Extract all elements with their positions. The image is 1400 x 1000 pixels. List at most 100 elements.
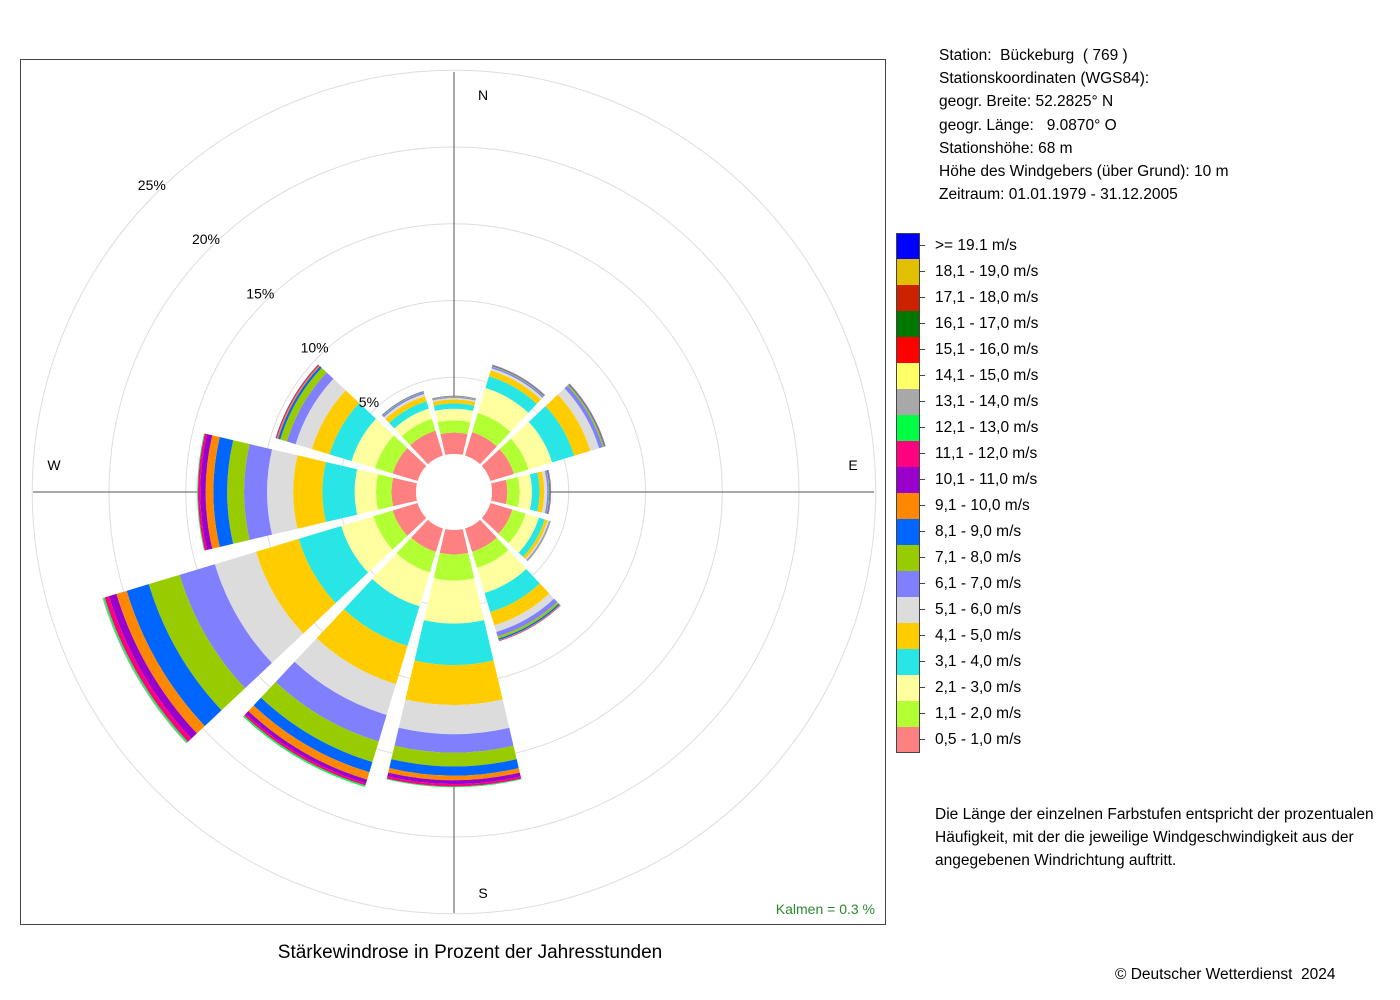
- sector-330-class-1: [401, 418, 436, 446]
- sector-0-class-9: [432, 395, 476, 399]
- sector-120-class-4: [523, 519, 548, 559]
- legend-swatch: [896, 467, 920, 493]
- sector-180-class-5: [398, 699, 510, 735]
- sector-330-class-3: [389, 401, 429, 429]
- sector-0: [432, 395, 476, 455]
- sector-240-class-11: [104, 596, 192, 742]
- legend-swatch: [896, 441, 920, 467]
- sector-210-class-9: [248, 705, 370, 780]
- sector-300-class-7: [280, 367, 327, 442]
- chart-title: Stärkewindrose in Prozent der Jahresstun…: [277, 942, 663, 963]
- sector-300-class-1: [375, 435, 408, 474]
- legend-label: 0,5 - 1,0 m/s: [935, 731, 1022, 748]
- sector-240-class-8: [126, 584, 222, 727]
- sector-270-class-3: [322, 461, 358, 523]
- sector-30-class-3: [485, 376, 537, 413]
- sector-150: [464, 519, 561, 642]
- sector-120: [481, 502, 551, 562]
- sector-300-class-3: [329, 402, 376, 462]
- sector-210-class-8: [253, 697, 373, 773]
- rose-sectors: [102, 364, 606, 788]
- sector-120-class-2: [508, 513, 539, 553]
- sector-210-class-3: [343, 579, 420, 646]
- legend-label: 1,1 - 2,0 m/s: [935, 705, 1022, 722]
- legend-tick: [920, 297, 925, 298]
- sector-90-class-2: [517, 474, 532, 510]
- legend-label: 7,1 - 8,0 m/s: [935, 549, 1022, 566]
- legend-label: 9,1 - 10,0 m/s: [935, 497, 1030, 514]
- legend-tick: [920, 557, 925, 558]
- legend-swatch: [896, 545, 920, 571]
- sector-60-class-6: [564, 385, 603, 449]
- sector-240-class-4: [255, 538, 336, 634]
- sector-180-class-4: [405, 660, 503, 705]
- sector-60: [481, 383, 606, 482]
- sector-180-class-7: [391, 745, 517, 767]
- legend-label: 13,1 - 14,0 m/s: [935, 393, 1039, 410]
- sector-240-class-2: [341, 516, 393, 573]
- sector-150-class-7: [497, 601, 559, 639]
- sector-300-class-5: [295, 378, 346, 450]
- legend-tick: [920, 323, 925, 324]
- ring-label-5: 5%: [359, 394, 379, 410]
- sector-210-class-6: [275, 661, 387, 742]
- legend-label: 5,1 - 6,0 m/s: [935, 601, 1022, 618]
- grid-ring-25: [31, 69, 877, 915]
- sector-300-class-4: [311, 390, 360, 455]
- sector-180-class-6: [394, 727, 514, 753]
- sector-30: [464, 364, 546, 465]
- sector-90-class-10: [548, 469, 551, 515]
- sector-90-class-4: [537, 471, 545, 513]
- sector-270-class-1: [376, 474, 394, 510]
- direction-label-north: N: [478, 87, 488, 103]
- sector-240-class-3: [298, 526, 369, 604]
- legend-swatch: [896, 675, 920, 701]
- sector-240-class-7: [148, 574, 246, 711]
- sector-330-class-2: [394, 408, 432, 437]
- ring-label-20: 20%: [192, 231, 220, 247]
- legend-label: 16,1 - 17,0 m/s: [935, 315, 1039, 332]
- legend-swatch: [896, 259, 920, 285]
- legend-label: 12,1 - 13,0 m/s: [935, 419, 1039, 436]
- legend-label: 8,1 - 9,0 m/s: [935, 523, 1022, 540]
- legend-swatch: [896, 337, 920, 363]
- ring-label-10: 10%: [301, 340, 329, 356]
- sector-300-class-2: [351, 418, 394, 469]
- sector-180-class-3: [414, 620, 494, 666]
- sector-210-class-10: [245, 711, 368, 784]
- legend-tick: [920, 271, 925, 272]
- station-elevation: Stationshöhe: 68 m: [939, 139, 1073, 157]
- sector-180-class-12: [386, 778, 522, 788]
- legend-label: 11,1 - 12,0 m/s: [935, 445, 1038, 462]
- sector-210-class-7: [260, 681, 379, 763]
- sector-60-class-4: [545, 394, 591, 456]
- sector-210: [243, 519, 444, 788]
- sector-30-class-6: [491, 366, 544, 398]
- sector-0-class-6: [432, 397, 476, 401]
- legend-swatch: [896, 311, 920, 337]
- sector-270-class-9: [205, 435, 220, 549]
- sector-210-class-2: [372, 553, 430, 607]
- sector-210-class-1: [396, 537, 436, 573]
- legend-swatch: [896, 571, 920, 597]
- sector-120-class-3: [518, 517, 545, 557]
- sector-120-class-0: [481, 502, 513, 534]
- sector-150-class-5: [494, 593, 555, 632]
- sector-90-class-11: [548, 469, 552, 515]
- legend-tick: [920, 505, 925, 506]
- ring-label-25: 25%: [138, 177, 166, 193]
- sector-30-class-2: [477, 388, 529, 432]
- ring-labels: 5% 10% 15% 20% 25%: [138, 177, 379, 410]
- legend-label: 6,1 - 7,0 m/s: [935, 575, 1022, 592]
- sector-240: [102, 502, 427, 744]
- sector-210-class-5: [294, 638, 396, 715]
- legend-tick: [920, 401, 925, 402]
- explanation-note: Die Länge der einzelnen Farbstufen entsp…: [935, 806, 1374, 869]
- sector-30-class-4: [488, 370, 541, 404]
- time-period: Zeitraum: 01.01.1979 - 31.12.2005: [939, 186, 1178, 204]
- legend-swatch: [896, 701, 920, 727]
- legend-label: 15,1 - 16,0 m/s: [935, 341, 1039, 358]
- sector-120-class-1: [498, 509, 526, 544]
- legend-tick: [920, 245, 925, 246]
- legend-label: >= 19.1 m/s: [935, 237, 1017, 254]
